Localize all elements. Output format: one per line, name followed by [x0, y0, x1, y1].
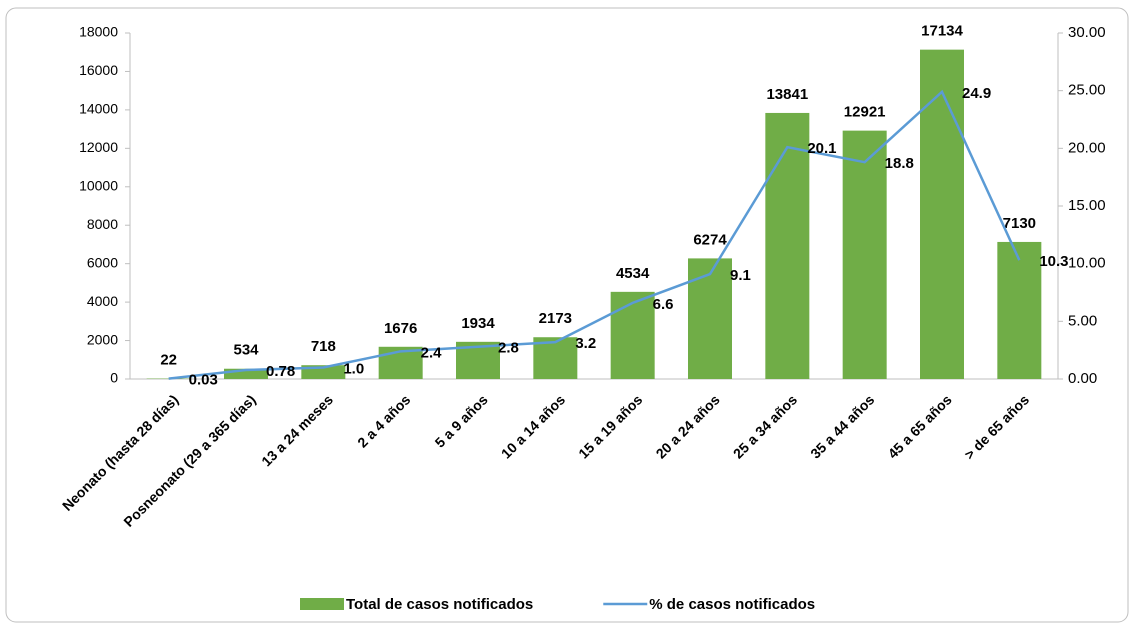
y2-tick-label: 25.00 — [1068, 82, 1106, 99]
bar — [688, 258, 732, 379]
legend-swatch — [300, 598, 344, 610]
y-tick-label: 10000 — [79, 177, 118, 193]
line-value-label: 18.8 — [885, 155, 914, 172]
bar-value-label: 1676 — [384, 320, 417, 337]
line-value-label: 9.1 — [730, 267, 751, 284]
bar-value-label: 22 — [160, 352, 177, 369]
y2-tick-label: 10.00 — [1068, 255, 1106, 272]
bar-value-label: 17134 — [921, 23, 963, 40]
y-tick-label: 12000 — [79, 139, 118, 155]
line — [168, 89, 1021, 380]
line-value-label: 0.78 — [266, 363, 295, 380]
bar — [765, 112, 810, 379]
y2-tick-label: 15.00 — [1068, 197, 1106, 214]
y-tick-label: 6000 — [87, 254, 118, 270]
y-tick-label: 4000 — [87, 293, 118, 309]
bar-value-label: 7130 — [1003, 215, 1036, 232]
line-value-label: 0.03 — [189, 372, 218, 389]
y-tick-label: 2000 — [87, 331, 118, 347]
y-tick-label: 16000 — [79, 62, 118, 78]
y2-tick-label: 30.00 — [1068, 24, 1106, 41]
line-value-label: 24.9 — [962, 85, 991, 102]
line-value-label: 3.2 — [575, 335, 596, 352]
bar-value-label: 2173 — [539, 310, 572, 327]
bar-value-label: 13841 — [766, 86, 808, 103]
y2-tick-label: 0.00 — [1068, 370, 1097, 387]
bar — [224, 368, 268, 379]
line-value-label: 1.0 — [343, 360, 364, 377]
y2-tick-label: 20.00 — [1068, 139, 1106, 156]
y-tick-label: 18000 — [79, 24, 118, 40]
legend-label: % de casos notificados — [649, 596, 815, 613]
y-tick-label: 8000 — [87, 216, 118, 232]
bar-value-label: 1934 — [461, 315, 495, 332]
bar — [842, 130, 887, 379]
line-value-label: 10.3 — [1039, 253, 1068, 270]
line-value-label: 20.1 — [807, 140, 836, 157]
bar-value-label: 6274 — [693, 231, 727, 248]
line-value-label: 2.4 — [421, 344, 443, 361]
line-value-label: 2.8 — [498, 340, 519, 357]
legend-label: Total de casos notificados — [346, 596, 533, 613]
line-value-label: 6.6 — [653, 296, 674, 313]
y2-tick-label: 5.00 — [1068, 312, 1097, 329]
y-tick-label: 14000 — [79, 101, 118, 117]
bar — [920, 49, 964, 379]
y-tick-label: 0 — [110, 370, 118, 386]
bar-value-label: 4534 — [616, 265, 650, 282]
bar — [610, 291, 655, 379]
bar-value-label: 718 — [311, 338, 336, 355]
bar-value-label: 12921 — [844, 104, 886, 121]
bar — [997, 241, 1042, 379]
bar-value-label: 534 — [233, 342, 259, 359]
